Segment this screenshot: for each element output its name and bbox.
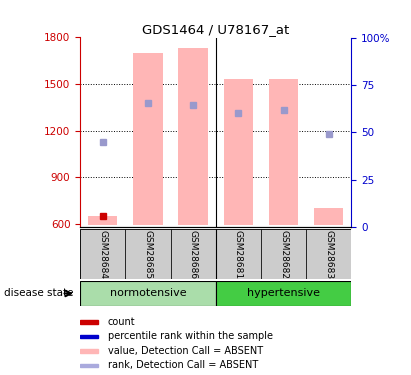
Bar <box>306 229 351 279</box>
Bar <box>80 229 125 279</box>
Bar <box>178 48 208 225</box>
Bar <box>80 349 98 352</box>
Bar <box>314 208 344 225</box>
Bar <box>125 229 171 279</box>
Text: GSM28681: GSM28681 <box>234 230 243 279</box>
Bar <box>80 281 216 306</box>
Text: GSM28684: GSM28684 <box>98 230 107 279</box>
Bar <box>80 320 98 324</box>
Text: rank, Detection Call = ABSENT: rank, Detection Call = ABSENT <box>108 360 258 370</box>
Text: disease state: disease state <box>4 288 74 298</box>
Text: normotensive: normotensive <box>110 288 186 298</box>
Bar <box>261 229 306 279</box>
Bar <box>88 216 118 225</box>
Bar <box>216 281 351 306</box>
Text: percentile rank within the sample: percentile rank within the sample <box>108 332 272 342</box>
Bar <box>80 364 98 367</box>
Title: GDS1464 / U78167_at: GDS1464 / U78167_at <box>142 23 289 36</box>
Bar <box>133 53 163 225</box>
Text: value, Detection Call = ABSENT: value, Detection Call = ABSENT <box>108 346 263 356</box>
Bar <box>216 229 261 279</box>
Text: GSM28683: GSM28683 <box>324 230 333 279</box>
Bar <box>269 80 298 225</box>
Bar <box>224 80 253 225</box>
Text: GSM28685: GSM28685 <box>143 230 152 279</box>
Text: GSM28686: GSM28686 <box>189 230 198 279</box>
Text: count: count <box>108 317 135 327</box>
Bar <box>80 335 98 338</box>
Text: hypertensive: hypertensive <box>247 288 320 298</box>
Text: GSM28682: GSM28682 <box>279 230 288 279</box>
Bar <box>171 229 216 279</box>
